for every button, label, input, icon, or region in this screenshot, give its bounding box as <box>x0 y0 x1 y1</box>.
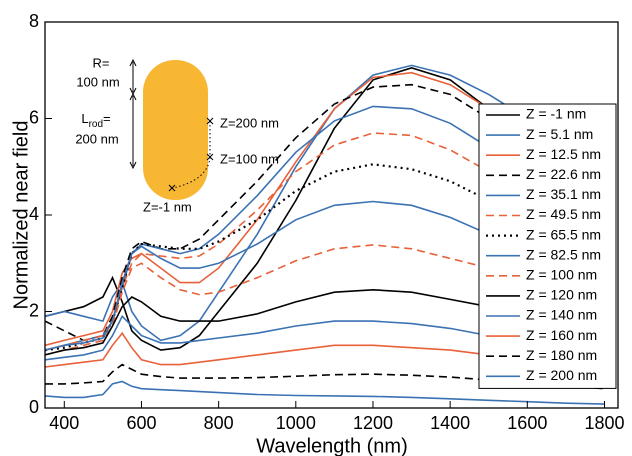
r-label: R= <box>93 55 110 70</box>
z-label: Z=200 nm <box>220 115 279 130</box>
x-tick-label: 400 <box>49 413 79 433</box>
series-line <box>44 331 605 368</box>
series-line <box>44 83 605 342</box>
series-line <box>44 288 605 356</box>
x-tick-label: 1200 <box>353 413 393 433</box>
z-label: Z=-1 nm <box>143 199 192 214</box>
series-line <box>44 71 605 347</box>
y-tick-label: 4 <box>29 204 39 224</box>
legend-label: Z = 12.5 nm <box>526 146 601 162</box>
legend-label: Z = 140 nm <box>526 307 597 323</box>
z-label: Z=100 nm <box>220 151 279 166</box>
x-axis-label: Wavelength (nm) <box>256 435 408 456</box>
x-tick-label: 600 <box>126 413 156 433</box>
legend-label: Z = 82.5 nm <box>526 246 601 262</box>
series-line <box>44 200 605 351</box>
legend-label: Z = 65.5 nm <box>526 226 601 242</box>
legend-label: Z = 22.6 nm <box>526 166 601 182</box>
series-line <box>44 163 605 352</box>
legend-label: Z = 49.5 nm <box>526 206 601 222</box>
legend-label: Z = -1 nm <box>526 106 586 122</box>
l-eq: = <box>103 111 111 126</box>
l-letter: L <box>81 111 88 126</box>
legend-label: Z = 200 nm <box>526 367 597 383</box>
r-value: 100 nm <box>76 74 119 89</box>
y-axis-label: Normalized near field <box>10 121 32 310</box>
y-tick-label: 2 <box>29 300 39 320</box>
legend-label: Z = 5.1 nm <box>526 126 593 142</box>
l-arrow-heads <box>129 92 137 170</box>
inset: R= 100 nm Lrod= 200 nm Z=200 nm Z=100 nm… <box>75 55 279 214</box>
series-line <box>44 380 605 405</box>
legend-label: Z = 180 nm <box>526 347 597 363</box>
y-tick-label: 6 <box>29 107 39 127</box>
legend-label: Z = 100 nm <box>526 267 597 283</box>
series-line <box>44 64 606 342</box>
legend-label: Z = 160 nm <box>526 327 597 343</box>
legend-box <box>478 103 617 389</box>
legend-label: Z = 120 nm <box>526 287 597 303</box>
y-tick-label: 8 <box>29 11 39 31</box>
series-line <box>45 363 605 390</box>
x-tick-label: 1400 <box>430 413 470 433</box>
plot: 400 600 800 1000 1200 1400 1600 1800 0 2 4 6 8 Z = -1… <box>29 11 625 433</box>
l-value: 200 nm <box>75 131 118 146</box>
x-tick-label: 1600 <box>507 413 547 433</box>
position-marks <box>168 117 214 192</box>
series-line <box>44 66 606 351</box>
l-label: Lrod= <box>81 111 110 129</box>
x-tick-label: 800 <box>204 413 234 433</box>
x-tick-label: 1800 <box>584 413 624 433</box>
x-tick-label: 1000 <box>276 413 316 433</box>
l-subscript: rod <box>89 119 103 130</box>
y-tick-label: 0 <box>29 397 39 417</box>
legend-label: Z = 35.1 nm <box>526 186 601 202</box>
nanorod <box>143 60 208 200</box>
series-line <box>44 314 605 361</box>
